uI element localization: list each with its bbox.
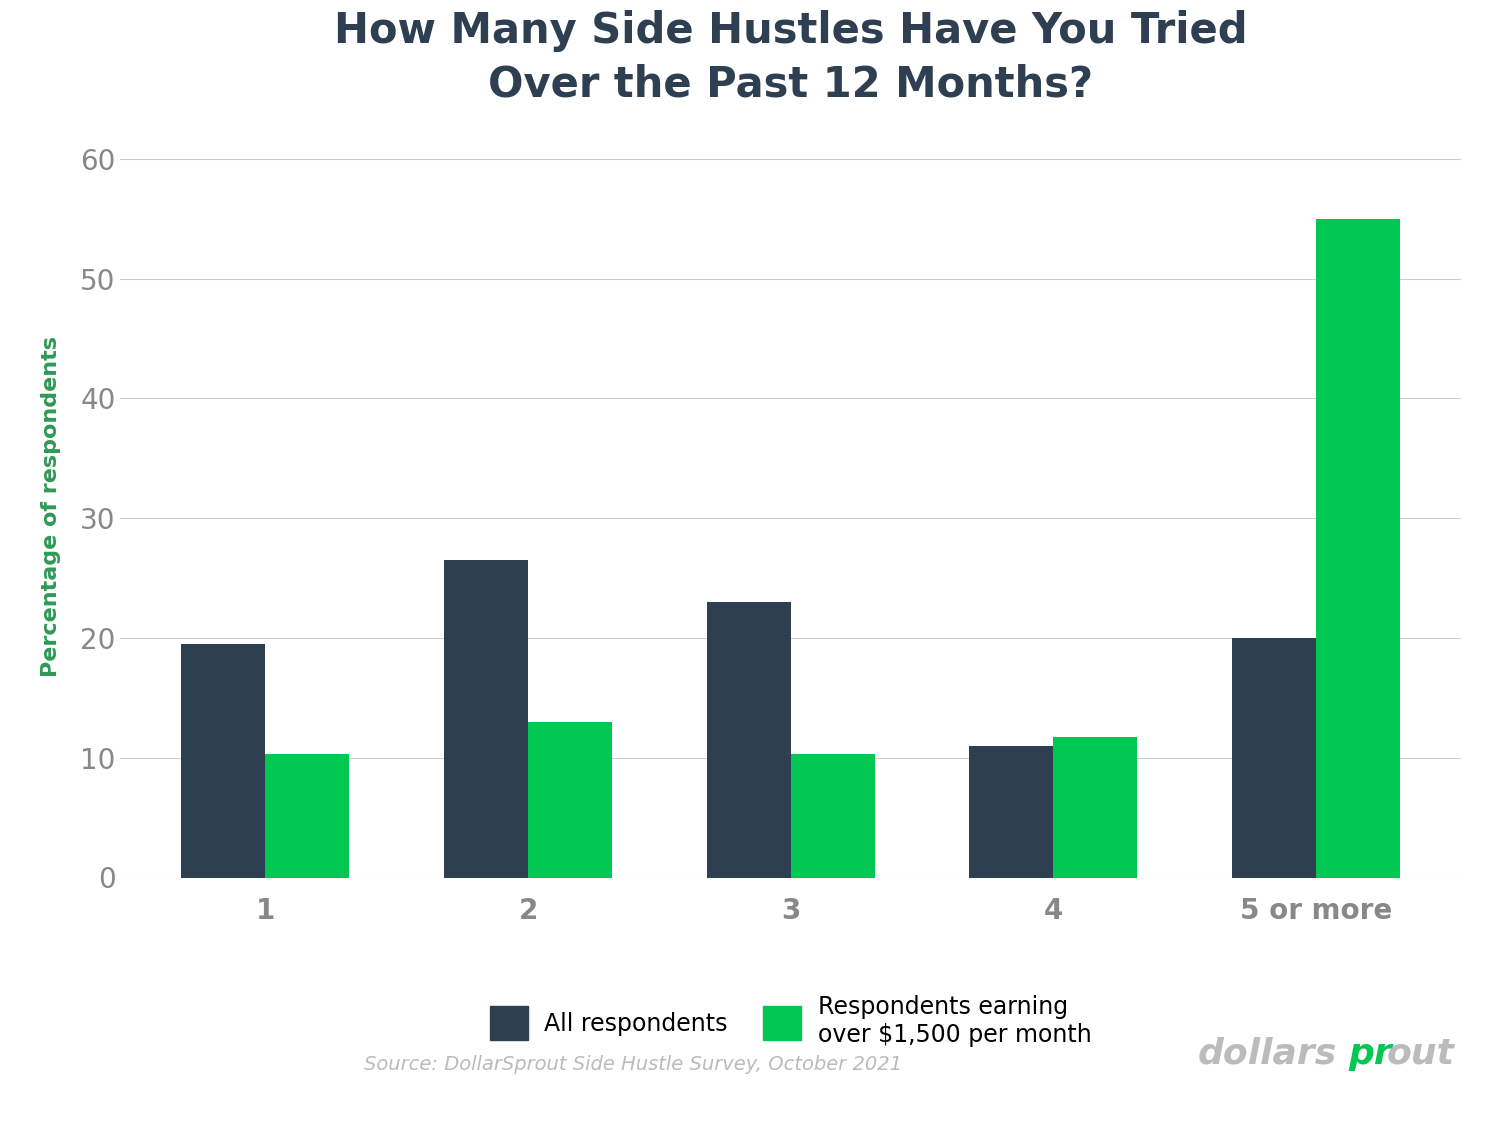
- Bar: [265, 754, 349, 878]
- Y-axis label: Percentage of respondents: Percentage of respondents: [41, 335, 60, 677]
- Bar: [1316, 219, 1401, 878]
- Text: pr: pr: [1348, 1037, 1392, 1071]
- Text: out: out: [1387, 1037, 1455, 1071]
- Bar: [444, 560, 529, 878]
- Bar: [1232, 638, 1316, 878]
- Legend: All respondents, Respondents earning
over $1,500 per month: All respondents, Respondents earning ove…: [480, 986, 1101, 1056]
- Text: Source: DollarSprout Side Hustle Survey, October 2021: Source: DollarSprout Side Hustle Survey,…: [363, 1055, 902, 1074]
- Bar: [706, 602, 791, 878]
- Title: How Many Side Hustles Have You Tried
Over the Past 12 Months?: How Many Side Hustles Have You Tried Ove…: [334, 9, 1247, 105]
- Bar: [181, 644, 265, 878]
- Bar: [529, 722, 611, 878]
- Text: dollars: dollars: [1197, 1037, 1336, 1071]
- Bar: [791, 754, 875, 878]
- Bar: [970, 746, 1053, 878]
- Bar: [1053, 737, 1137, 878]
